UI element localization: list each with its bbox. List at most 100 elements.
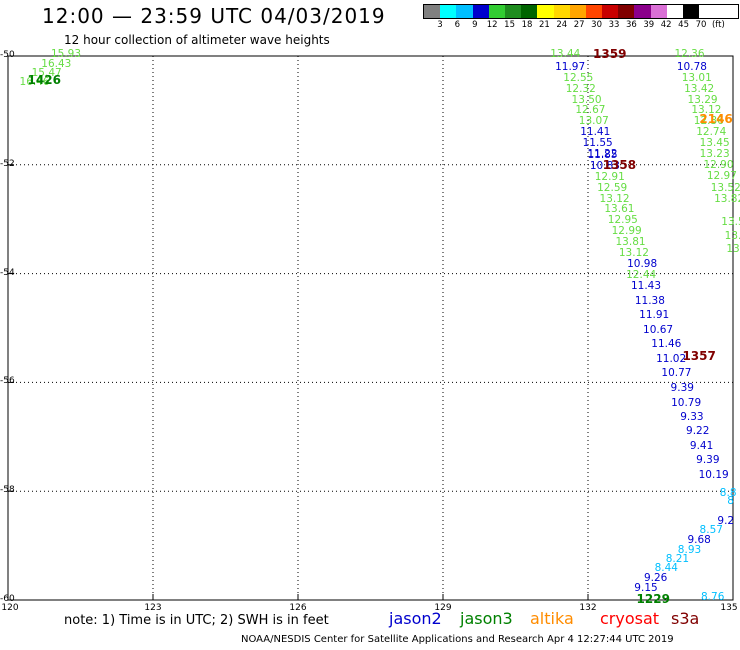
wave-height-value: 8 [727, 494, 734, 507]
latitude-tick-label: -60 [0, 594, 15, 604]
wave-height-value: 13 [726, 243, 740, 256]
wave-height-value: 13.45 [699, 137, 730, 150]
longitude-tick-label: 126 [289, 603, 307, 613]
legend-swatch [456, 5, 473, 18]
wave-height-value: 10.98 [627, 257, 658, 270]
wave-height-value: 8.93 [677, 543, 702, 556]
longitude-tick-label: 132 [579, 603, 597, 613]
latitude-tick-label: -54 [0, 267, 15, 278]
wave-height-value: 12.32 [565, 82, 596, 95]
map-frame [7, 55, 734, 601]
legend-swatch [488, 5, 505, 18]
legend-tick-label: 12 [486, 20, 498, 30]
wave-height-value: 13.01 [681, 71, 712, 84]
wave-height-value: 8.8 [719, 486, 737, 499]
legend-tick-label: (ft) [711, 20, 725, 30]
latitude-tick-label: -56 [0, 376, 15, 387]
legend-swatch [634, 5, 651, 18]
legend-swatch [472, 5, 489, 18]
wave-height-value: 8.57 [699, 524, 723, 537]
wave-height-value: 12.67 [575, 104, 606, 117]
wave-height-value: 13.12 [691, 104, 722, 117]
wave-height-value: 12.36 [674, 48, 705, 61]
wave-height-value: 10.67 [643, 323, 674, 336]
pass-time-label: 1358 [602, 157, 637, 172]
wave-height-value: 12.90 [703, 158, 734, 171]
wave-height-value: 10.19 [698, 468, 729, 481]
longitude-tick-label: 120 [1, 603, 19, 613]
wave-height-value: 10.77 [661, 367, 692, 380]
legend-swatch [585, 5, 603, 18]
legend-swatch [521, 5, 538, 18]
wave-height-value: 9.33 [680, 410, 704, 423]
longitude-tick-label: 135 [720, 603, 738, 613]
wave-height-value: 11.43 [630, 280, 662, 293]
wave-height-value: 8.44 [654, 562, 678, 575]
satellite-label-jason2: jason2 [389, 609, 442, 628]
legend-swatch [504, 5, 522, 18]
legend-swatch [618, 5, 635, 18]
wave-height-value: 13.12 [618, 246, 649, 259]
wave-height-color-legend: 3 6 9 12 15 18 21 24 27 30 33 36 39 42 45 70 (ft) [423, 4, 739, 33]
satellite-label-altika: altika [530, 609, 574, 628]
wave-height-value: 13.52 [710, 181, 740, 194]
wave-height-value: 9.41 [689, 440, 714, 453]
units-note: note: 1) Time is in UTC; 2) SWH is in fe… [64, 613, 329, 628]
wave-height-value: 12.95 [607, 214, 638, 227]
wave-height-value: 13.29 [687, 93, 718, 106]
legend-tick-label: 3 [437, 20, 443, 30]
legend-swatch [650, 5, 667, 18]
wave-height-value: 10.78 [676, 60, 707, 73]
legend-tick-label: 15 [504, 20, 516, 30]
satellite-label-cryosat: cryosat [600, 609, 660, 628]
wave-height-value: 10.83 [589, 159, 620, 172]
wave-height-value: 11.85 [587, 149, 618, 161]
legend-tick-label: 24 [556, 20, 568, 30]
wave-height-value: 8.21 [665, 553, 690, 566]
wave-height-value: 11.22 [587, 147, 618, 160]
footer-credit: NOAA/NESDIS Center for Satellite Applica… [241, 634, 674, 645]
wave-height-value: 12.97 [706, 169, 737, 182]
legend-tick-label: 39 [643, 20, 655, 30]
wave-height-value: 12.55 [563, 71, 594, 84]
longitude-tick-label: 123 [144, 603, 162, 613]
wave-height-value: 16.46 [19, 76, 50, 89]
wave-height-value: 13.50 [571, 93, 602, 106]
wave-height-value: 12.91 [594, 170, 625, 183]
legend-swatch [424, 5, 441, 18]
satellite-label-s3a: s3a [671, 609, 700, 628]
wave-height-value: 11.41 [580, 126, 611, 139]
legend-tick-label: 30 [591, 20, 603, 30]
latitude-tick-label: -52 [0, 158, 15, 169]
wave-height-value: 13.5 [721, 215, 740, 228]
wave-height-value: 15.93 [50, 48, 82, 61]
wave-height-value: 8.76 [700, 591, 725, 604]
legend-swatches [423, 4, 739, 19]
legend-swatch [666, 5, 683, 18]
pass-time-label: 2146 [699, 111, 733, 126]
legend-tick-label: 21 [538, 20, 550, 30]
pass-time-label: 1426 [27, 73, 61, 88]
wave-height-value: 13. [724, 229, 740, 242]
satellite-label-jason3: jason3 [460, 609, 513, 628]
wave-height-value: 13.42 [684, 82, 715, 95]
legend-tick-label: 36 [625, 20, 637, 30]
wave-height-value: 13.81 [615, 236, 646, 249]
wave-height-value: 12.36 [693, 115, 724, 128]
page-title: 12:00 — 23:59 UTC 04/03/2019 [42, 4, 386, 28]
pass-time-label: 1359 [593, 47, 627, 62]
wave-height-value: 13.61 [604, 203, 635, 216]
legend-tick-label: 42 [660, 20, 672, 30]
wave-height-value: 9.26 [643, 572, 668, 585]
wave-height-value: 13.44 [550, 48, 581, 61]
legend-swatch [537, 5, 554, 18]
wave-height-value: 9.39 [696, 454, 720, 467]
legend-swatch [569, 5, 586, 18]
wave-height-value: 13.23 [699, 147, 730, 160]
page-subtitle: 12 hour collection of altimeter wave hei… [64, 33, 330, 47]
longitude-tick-label: 129 [434, 603, 452, 613]
wave-height-value: 9.15 [634, 582, 658, 595]
legend-tick-label: 18 [521, 20, 533, 30]
legend-swatch [553, 5, 570, 18]
